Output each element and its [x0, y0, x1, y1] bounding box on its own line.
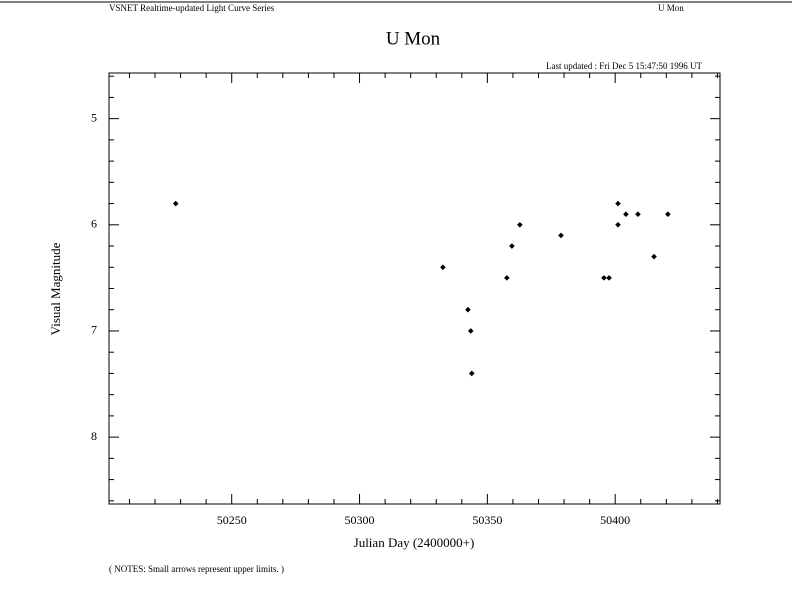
point: [601, 275, 607, 281]
note: ( NOTES: Small arrows represent upper li…: [109, 564, 284, 574]
point: [651, 253, 657, 260]
point: [465, 306, 471, 313]
point: [467, 328, 474, 334]
point: [615, 222, 621, 228]
point: [623, 211, 629, 217]
chart-subtitle: Last updated : Fri Dec 5 15:47:50 1996 U…: [546, 61, 702, 71]
point: [635, 211, 641, 217]
point: [503, 275, 510, 281]
header-right: U Mon: [658, 3, 684, 13]
y-tick-label: 5: [91, 110, 97, 124]
y-tick-label: 8: [91, 429, 97, 443]
point: [615, 200, 621, 207]
y-tick-label: 7: [91, 323, 97, 337]
point: [517, 222, 523, 228]
point: [172, 200, 179, 207]
chart-title: U Mon: [386, 28, 441, 49]
point: [606, 275, 612, 281]
point: [558, 232, 564, 239]
x-tick-label: 50350: [472, 513, 502, 527]
point: [665, 211, 671, 217]
x-axis-label: Julian Day (2400000+): [354, 535, 475, 550]
point: [440, 264, 446, 271]
x-tick-label: 50300: [345, 513, 375, 527]
x-tick-label: 50250: [217, 513, 247, 527]
plot-frame: [108, 72, 721, 505]
point: [468, 370, 475, 377]
header-left: VSNET Realtime-updated Light Curve Serie…: [109, 3, 275, 13]
y-tick-label: 6: [91, 217, 97, 231]
x-tick-label: 50400: [600, 513, 630, 527]
point: [509, 243, 515, 249]
y-axis-label: Visual Magnitude: [48, 242, 63, 335]
